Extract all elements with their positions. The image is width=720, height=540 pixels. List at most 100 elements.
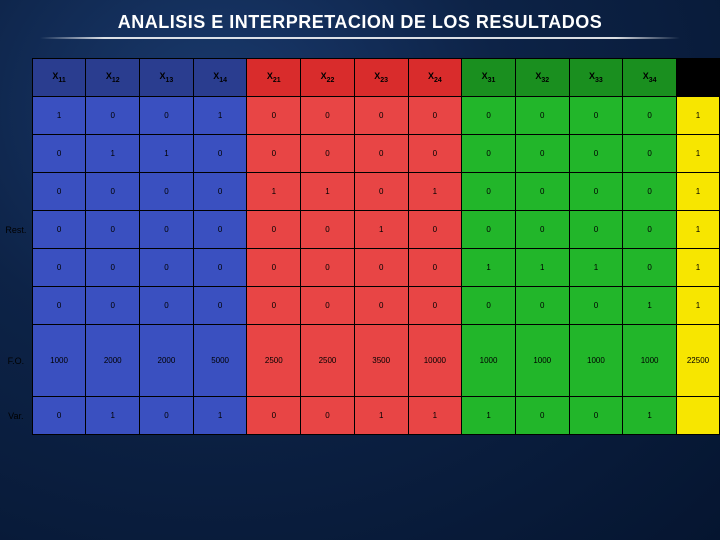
cell-3-2: 0 bbox=[140, 211, 194, 249]
cell-7-1: 1 bbox=[86, 397, 140, 435]
cell-5-1: 0 bbox=[86, 287, 140, 325]
cell-6-2: 2000 bbox=[140, 325, 194, 397]
cell-0-12: 1 bbox=[676, 97, 719, 135]
cell-3-3: 0 bbox=[193, 211, 247, 249]
cell-7-2: 0 bbox=[140, 397, 194, 435]
cell-1-4: 0 bbox=[247, 135, 301, 173]
cell-6-6: 3500 bbox=[354, 325, 408, 397]
cell-1-11: 0 bbox=[623, 135, 677, 173]
cell-6-7: 10000 bbox=[408, 325, 462, 397]
title-underline bbox=[40, 37, 680, 39]
cell-4-0: 0 bbox=[32, 249, 86, 287]
cell-5-3: 0 bbox=[193, 287, 247, 325]
cell-7-12 bbox=[676, 397, 719, 435]
cell-2-5: 1 bbox=[301, 173, 355, 211]
col-header-11: X34 bbox=[623, 59, 677, 97]
cell-7-6: 1 bbox=[354, 397, 408, 435]
cell-4-5: 0 bbox=[301, 249, 355, 287]
cell-0-4: 0 bbox=[247, 97, 301, 135]
cell-1-10: 0 bbox=[569, 135, 623, 173]
cell-2-12: 1 bbox=[676, 173, 719, 211]
row-label-1 bbox=[0, 135, 32, 173]
cell-0-7: 0 bbox=[408, 97, 462, 135]
cell-7-4: 0 bbox=[247, 397, 301, 435]
cell-2-4: 1 bbox=[247, 173, 301, 211]
cell-7-3: 1 bbox=[193, 397, 247, 435]
cell-5-0: 0 bbox=[32, 287, 86, 325]
cell-3-5: 0 bbox=[301, 211, 355, 249]
row-label-6: F.O. bbox=[0, 325, 32, 397]
row-label-7: Var. bbox=[0, 397, 32, 435]
cell-6-8: 1000 bbox=[462, 325, 516, 397]
results-table-wrap: X11X12X13X14X21X22X23X24X31X32X33X341001… bbox=[0, 58, 720, 435]
cell-6-12: 22500 bbox=[676, 325, 719, 397]
cell-5-8: 0 bbox=[462, 287, 516, 325]
cell-5-10: 0 bbox=[569, 287, 623, 325]
cell-0-6: 0 bbox=[354, 97, 408, 135]
cell-6-5: 2500 bbox=[301, 325, 355, 397]
cell-4-4: 0 bbox=[247, 249, 301, 287]
cell-5-12: 1 bbox=[676, 287, 719, 325]
page-title: ANALISIS E INTERPRETACION DE LOS RESULTA… bbox=[0, 0, 720, 37]
cell-7-8: 1 bbox=[462, 397, 516, 435]
cell-5-6: 0 bbox=[354, 287, 408, 325]
cell-3-8: 0 bbox=[462, 211, 516, 249]
cell-0-11: 0 bbox=[623, 97, 677, 135]
cell-4-9: 1 bbox=[515, 249, 569, 287]
cell-0-1: 0 bbox=[86, 97, 140, 135]
cell-0-9: 0 bbox=[515, 97, 569, 135]
cell-7-5: 0 bbox=[301, 397, 355, 435]
cell-7-9: 0 bbox=[515, 397, 569, 435]
col-header-7: X24 bbox=[408, 59, 462, 97]
cell-1-6: 0 bbox=[354, 135, 408, 173]
cell-2-11: 0 bbox=[623, 173, 677, 211]
cell-4-3: 0 bbox=[193, 249, 247, 287]
cell-4-12: 1 bbox=[676, 249, 719, 287]
col-header-6: X23 bbox=[354, 59, 408, 97]
col-header-8: X31 bbox=[462, 59, 516, 97]
col-header-2: X13 bbox=[140, 59, 194, 97]
cell-2-10: 0 bbox=[569, 173, 623, 211]
row-label-0 bbox=[0, 97, 32, 135]
cell-2-1: 0 bbox=[86, 173, 140, 211]
cell-5-4: 0 bbox=[247, 287, 301, 325]
cell-3-12: 1 bbox=[676, 211, 719, 249]
cell-5-11: 1 bbox=[623, 287, 677, 325]
cell-1-1: 1 bbox=[86, 135, 140, 173]
cell-1-9: 0 bbox=[515, 135, 569, 173]
cell-7-0: 0 bbox=[32, 397, 86, 435]
cell-1-5: 0 bbox=[301, 135, 355, 173]
col-header-3: X14 bbox=[193, 59, 247, 97]
cell-0-10: 0 bbox=[569, 97, 623, 135]
cell-6-0: 1000 bbox=[32, 325, 86, 397]
cell-2-9: 0 bbox=[515, 173, 569, 211]
col-header-12 bbox=[676, 59, 719, 97]
cell-0-8: 0 bbox=[462, 97, 516, 135]
cell-1-3: 0 bbox=[193, 135, 247, 173]
row-label-5 bbox=[0, 287, 32, 325]
cell-7-11: 1 bbox=[623, 397, 677, 435]
cell-3-11: 0 bbox=[623, 211, 677, 249]
cell-0-3: 1 bbox=[193, 97, 247, 135]
cell-4-8: 1 bbox=[462, 249, 516, 287]
cell-3-7: 0 bbox=[408, 211, 462, 249]
cell-6-10: 1000 bbox=[569, 325, 623, 397]
cell-0-0: 1 bbox=[32, 97, 86, 135]
cell-6-1: 2000 bbox=[86, 325, 140, 397]
cell-4-2: 0 bbox=[140, 249, 194, 287]
cell-3-9: 0 bbox=[515, 211, 569, 249]
cell-5-5: 0 bbox=[301, 287, 355, 325]
cell-0-2: 0 bbox=[140, 97, 194, 135]
cell-3-10: 0 bbox=[569, 211, 623, 249]
col-header-0: X11 bbox=[32, 59, 86, 97]
cell-2-7: 1 bbox=[408, 173, 462, 211]
cell-2-8: 0 bbox=[462, 173, 516, 211]
cell-2-3: 0 bbox=[193, 173, 247, 211]
row-label-3: Rest. bbox=[0, 211, 32, 249]
cell-4-10: 1 bbox=[569, 249, 623, 287]
results-table: X11X12X13X14X21X22X23X24X31X32X33X341001… bbox=[0, 58, 720, 435]
cell-1-0: 0 bbox=[32, 135, 86, 173]
col-header-10: X33 bbox=[569, 59, 623, 97]
cell-6-11: 1000 bbox=[623, 325, 677, 397]
cell-6-4: 2500 bbox=[247, 325, 301, 397]
